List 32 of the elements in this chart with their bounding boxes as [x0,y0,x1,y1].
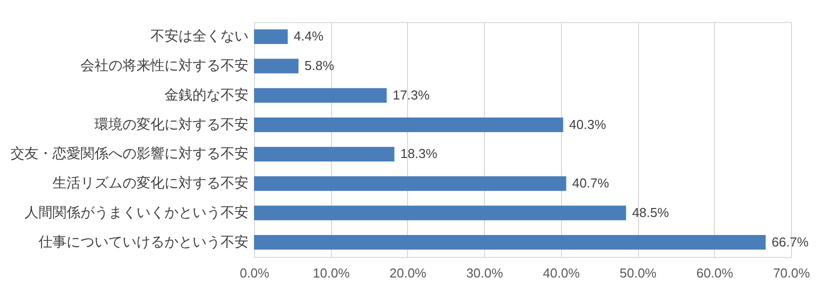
data-label: 17.3% [392,87,430,102]
bar [254,176,566,191]
x-tick-label: 0.0% [240,266,270,280]
y-tick-label: 交友・恋愛関係への影響に対する不安 [10,145,248,162]
x-tick-label: 20.0% [389,266,427,280]
y-tick-label: 会社の将来性に対する不安 [80,57,248,74]
data-label: 18.3% [400,146,438,162]
x-tick-label: 40.0% [542,266,580,280]
data-label: 40.7% [572,176,610,191]
x-tick-label: 30.0% [466,266,504,280]
data-label: 48.5% [632,204,670,220]
bar [254,29,288,44]
bar [254,234,766,250]
data-label: 66.7% [772,234,809,250]
bar [254,88,387,103]
y-tick-label: 仕事についていけるかという不安 [38,233,248,250]
x-tick-label: 10.0% [312,266,350,280]
y-tick-label: 人間関係がうまくいくかという不安 [24,204,248,220]
bar [254,146,394,162]
y-tick-label: 不安は全くない [150,28,248,44]
data-label: 5.8% [304,58,335,74]
data-label: 40.3% [569,116,606,132]
x-tick-label: 60.0% [696,266,734,280]
x-tick-label: 50.0% [620,266,657,280]
y-tick-label: 金銭的な不安 [164,86,248,102]
bar [254,117,564,132]
bar [254,58,298,74]
data-label: 4.4% [294,28,324,44]
y-tick-label: 環境の変化に対する不安 [94,116,248,132]
x-tick-label: 70.0% [773,266,810,280]
bar [254,206,626,220]
y-tick-label: 生活リズムの変化に対する不安 [52,174,248,191]
